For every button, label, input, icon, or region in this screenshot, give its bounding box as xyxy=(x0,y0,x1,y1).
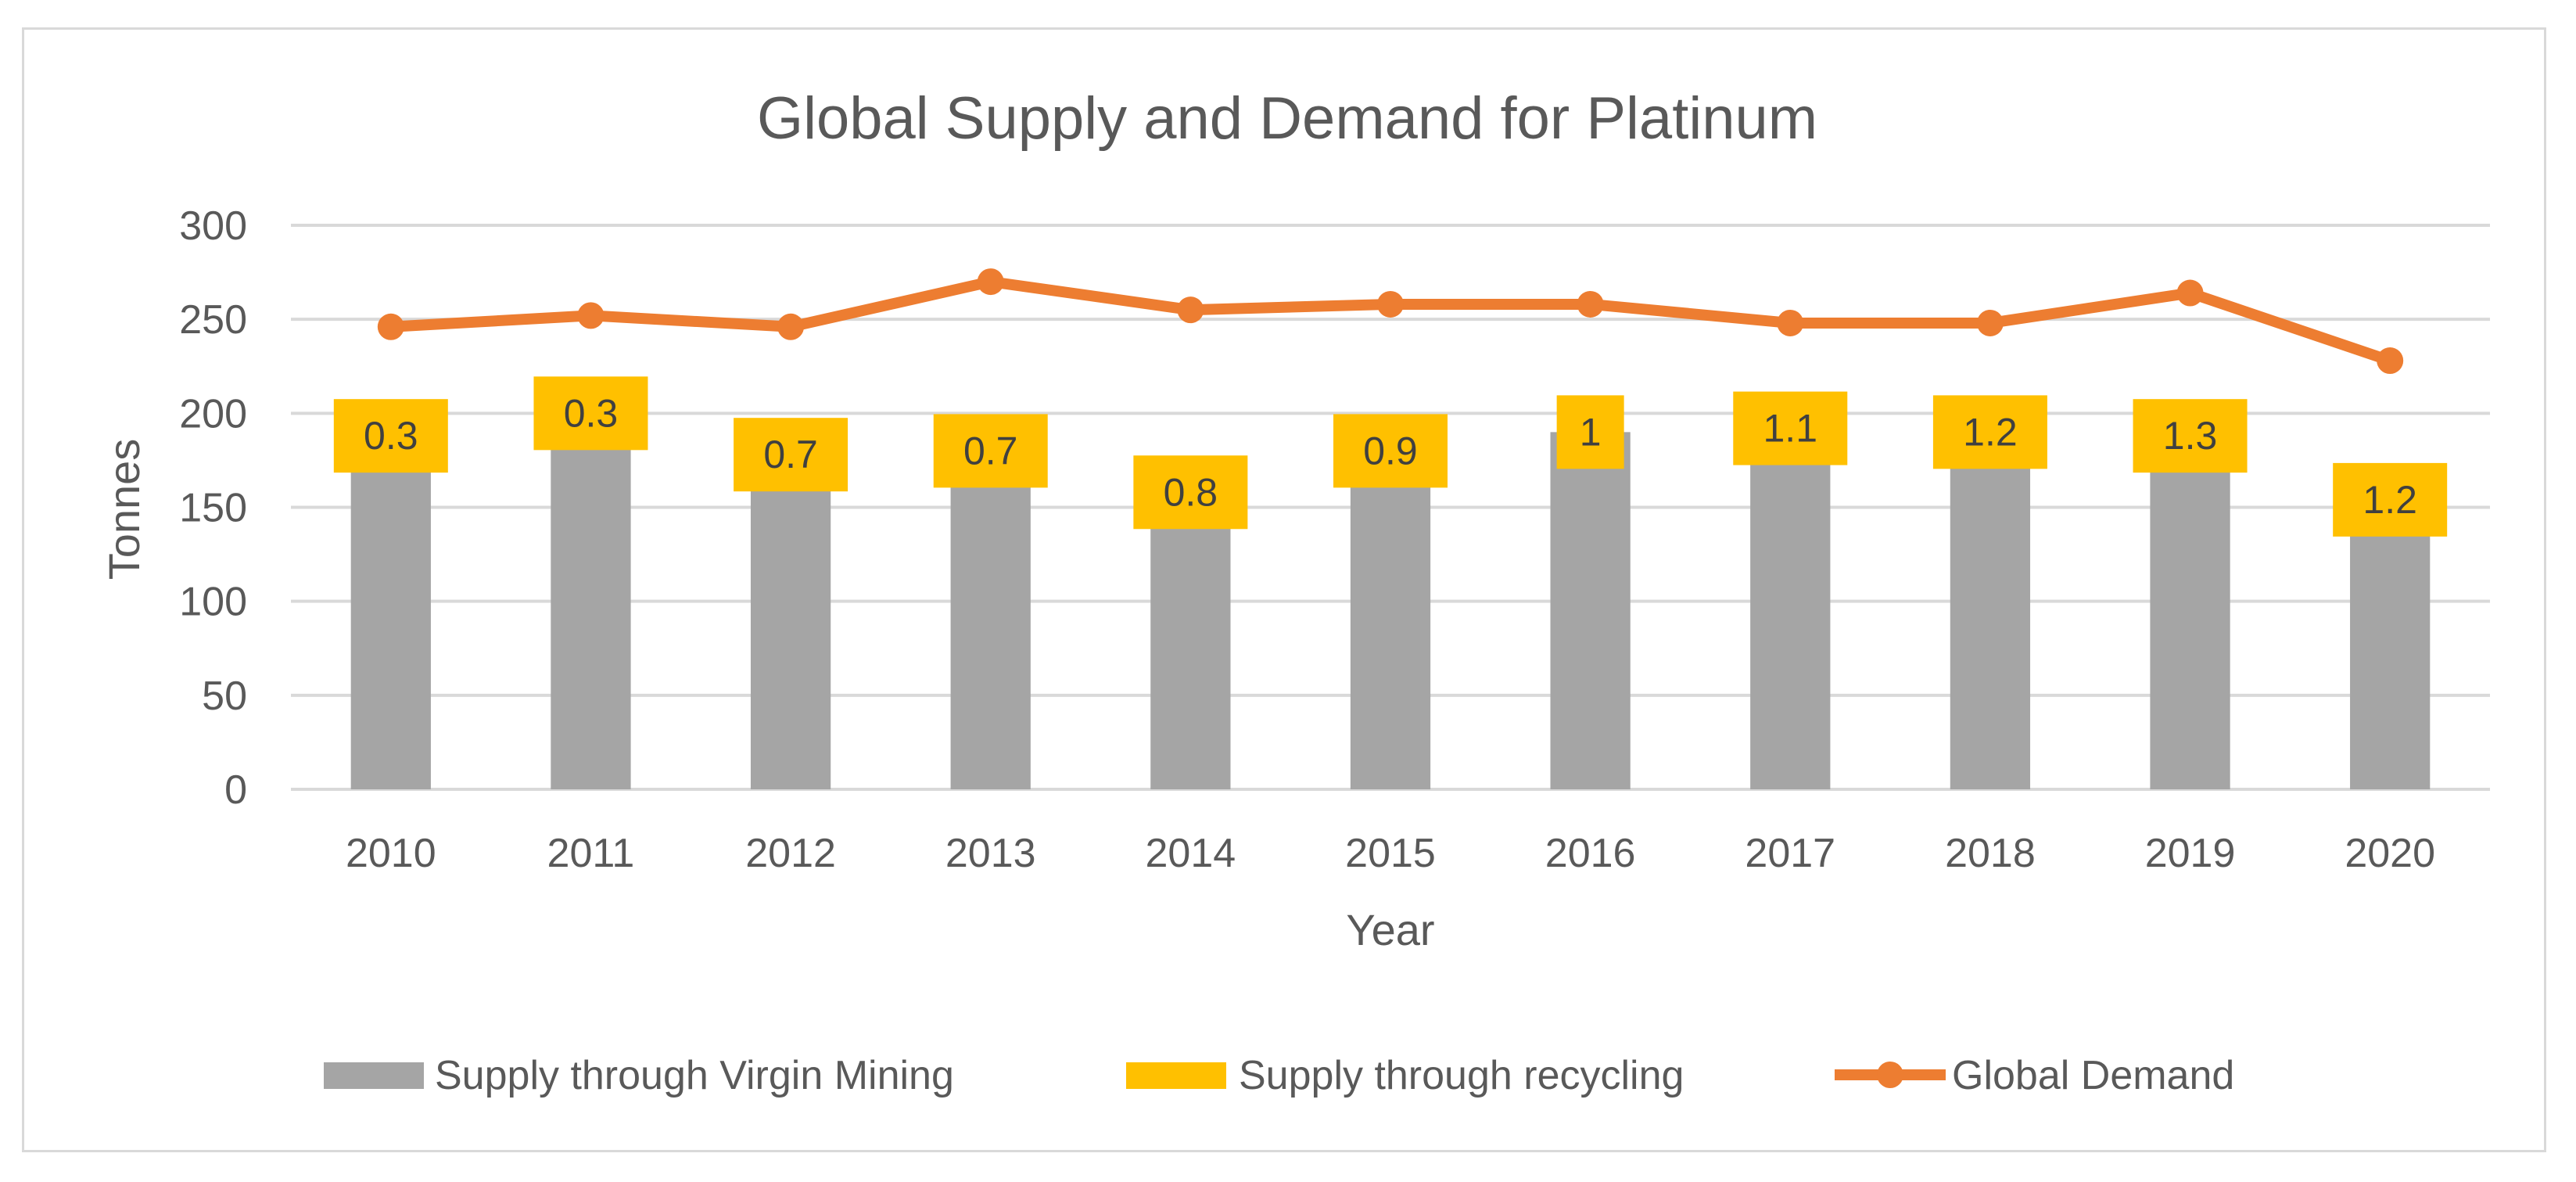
demand-point-2019 xyxy=(2176,279,2204,307)
recycling-label-boxes: 0.3 0.3 0.7 0.7 0.8 0.9 1 1.1 1.2 1.3 1.2 xyxy=(333,376,2448,537)
bar-virgin-mining-2014 xyxy=(1150,492,1231,789)
demand-point-2013 xyxy=(977,268,1004,296)
demand-point-2017 xyxy=(1777,309,1804,336)
x-tick-2011: 2011 xyxy=(547,831,635,876)
x-tick-2015: 2015 xyxy=(1345,831,1436,876)
recycling-box-2012 xyxy=(734,418,849,492)
recycling-box-2010 xyxy=(333,399,448,473)
x-tick-2016: 2016 xyxy=(1545,831,1636,876)
recycling-box-2011 xyxy=(533,376,648,451)
bars-virgin-mining xyxy=(350,413,2431,789)
x-tick-labels: 2010 2011 2012 2013 2014 2015 2016 2017 2018 2019… xyxy=(346,831,2435,876)
legend: Supply through Virgin Mining Supply thro… xyxy=(324,1053,2234,1098)
recycling-box-2013 xyxy=(933,414,1048,488)
y-tick-labels: 0 50 100 150 200 250 300 xyxy=(179,203,247,813)
bar-virgin-mining-2015 xyxy=(1350,451,1431,789)
recycling-label-2014: 0.8 xyxy=(1164,470,1218,514)
recycling-box-2017 xyxy=(1733,391,1848,465)
y-tick-0: 0 xyxy=(224,767,247,813)
recycling-label-2019: 1.3 xyxy=(2163,414,2218,458)
bar-virgin-mining-2013 xyxy=(950,451,1031,789)
recycling-box-2015 xyxy=(1333,414,1448,488)
recycling-label-2012: 0.7 xyxy=(763,433,818,476)
y-axis-title: Tonnes xyxy=(99,439,149,580)
legend-label-recycling: Supply through recycling xyxy=(1239,1053,1684,1098)
y-tick-200: 200 xyxy=(179,391,247,437)
bar-virgin-mining-2016 xyxy=(1550,432,1631,789)
bar-virgin-mining-2018 xyxy=(1950,432,2031,789)
recycling-label-2020: 1.2 xyxy=(2363,478,2417,522)
recycling-box-2020 xyxy=(2333,462,2448,537)
y-tick-250: 250 xyxy=(179,297,247,343)
recycling-box-2018 xyxy=(1932,395,2047,469)
demand-point-2014 xyxy=(1177,296,1204,324)
bar-virgin-mining-2019 xyxy=(2150,436,2230,789)
y-tick-50: 50 xyxy=(202,674,247,719)
bar-virgin-mining-2012 xyxy=(750,454,831,789)
bar-virgin-mining-2017 xyxy=(1750,428,1831,789)
recycling-label-2018: 1.2 xyxy=(1963,410,2018,454)
recycling-label-2010: 0.3 xyxy=(364,414,418,458)
recycling-label-2013: 0.7 xyxy=(963,429,1018,472)
x-tick-2013: 2013 xyxy=(945,831,1036,876)
recycling-box-2019 xyxy=(2133,399,2248,473)
x-tick-2014: 2014 xyxy=(1146,831,1236,876)
recycling-box-2014 xyxy=(1133,455,1248,530)
x-tick-2012: 2012 xyxy=(745,831,836,876)
demand-point-2012 xyxy=(777,313,805,340)
y-tick-300: 300 xyxy=(179,203,247,249)
demand-point-2015 xyxy=(1377,290,1404,318)
x-tick-2020: 2020 xyxy=(2345,831,2435,876)
bar-virgin-mining-2010 xyxy=(350,436,431,789)
gridlines xyxy=(291,224,2490,791)
recycling-label-2015: 0.9 xyxy=(1363,429,1418,472)
y-tick-100: 100 xyxy=(179,580,247,625)
x-tick-2010: 2010 xyxy=(346,831,436,876)
recycling-label-2011: 0.3 xyxy=(564,391,619,435)
recycling-box-2016 xyxy=(1556,395,1624,469)
chart-frame xyxy=(22,27,2546,1152)
demand-point-2018 xyxy=(1976,309,2004,336)
global-demand-line xyxy=(377,268,2404,375)
recycling-label-2017: 1.1 xyxy=(1763,407,1818,451)
demand-point-2016 xyxy=(1577,290,1604,318)
legend-swatch-virgin-mining xyxy=(324,1062,424,1089)
recycling-label-2016: 1 xyxy=(1580,410,1602,454)
legend-swatch-recycling xyxy=(1126,1062,1226,1089)
y-tick-150: 150 xyxy=(179,486,247,531)
x-tick-2017: 2017 xyxy=(1745,831,1835,876)
bar-virgin-mining-2020 xyxy=(2350,499,2431,789)
demand-point-2020 xyxy=(2377,347,2404,375)
chart-title: Global Supply and Demand for Platinum xyxy=(757,85,1817,152)
x-axis-title: Year xyxy=(1346,905,1434,954)
x-tick-2019: 2019 xyxy=(2145,831,2236,876)
demand-point-2011 xyxy=(577,302,605,329)
x-tick-2018: 2018 xyxy=(1945,831,2036,876)
legend-swatch-demand-marker xyxy=(1877,1062,1903,1088)
legend-label-demand: Global Demand xyxy=(1952,1053,2234,1098)
legend-label-virgin-mining: Supply through Virgin Mining xyxy=(435,1053,954,1098)
bar-virgin-mining-2011 xyxy=(551,413,631,789)
demand-point-2010 xyxy=(377,313,404,340)
